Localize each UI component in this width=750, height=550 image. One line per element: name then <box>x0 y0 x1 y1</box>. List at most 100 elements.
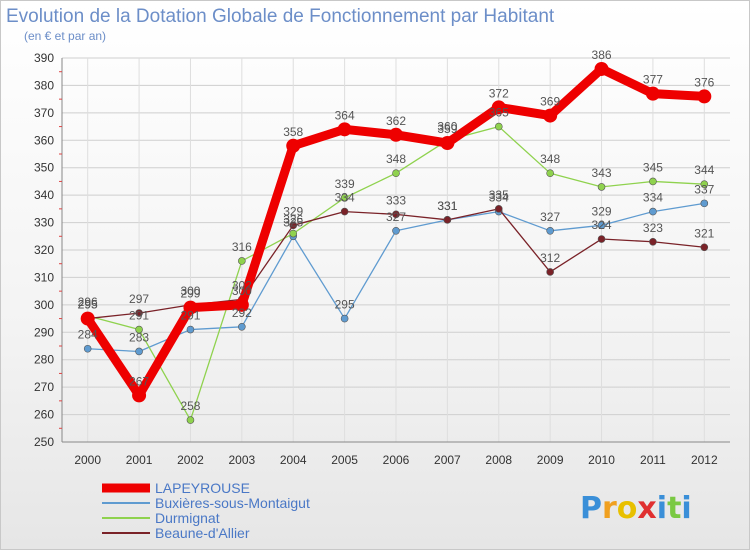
data-point <box>186 325 195 334</box>
legend-label: Buxières-sous-Montaigut <box>155 495 310 511</box>
data-point <box>440 136 455 151</box>
series-2 <box>83 122 709 424</box>
y-tick-label: 270 <box>34 380 54 394</box>
series-0 <box>80 61 712 403</box>
data-label: 377 <box>643 73 663 87</box>
logo-letter: r <box>602 491 617 526</box>
data-point <box>491 100 506 115</box>
data-label: 267 <box>129 374 149 388</box>
x-tick-label: 2010 <box>588 453 615 467</box>
y-tick-label: 380 <box>34 78 54 92</box>
data-label: 334 <box>335 191 355 205</box>
data-label: 369 <box>540 95 560 109</box>
data-label: 333 <box>386 193 406 207</box>
legend-label: LAPEYROUSE <box>155 480 250 496</box>
data-label: 334 <box>643 191 663 205</box>
data-label: 335 <box>489 188 509 202</box>
data-point <box>543 108 558 123</box>
x-tick-label: 2004 <box>280 453 307 467</box>
x-tick-label: 2001 <box>126 453 153 467</box>
data-label: 360 <box>437 119 457 133</box>
data-label: 358 <box>283 125 303 139</box>
data-point <box>392 169 400 177</box>
data-point <box>135 309 143 317</box>
data-point <box>289 229 298 238</box>
data-point <box>700 180 709 188</box>
data-label: 258 <box>180 399 200 413</box>
data-label: 359 <box>437 122 457 136</box>
y-tick-label: 250 <box>34 435 54 449</box>
x-tick-label: 2006 <box>383 453 410 467</box>
data-label: 326 <box>283 213 303 227</box>
y-tick-label: 280 <box>34 353 54 367</box>
data-point <box>494 122 503 131</box>
y-tick-label: 290 <box>34 325 54 339</box>
data-point <box>649 237 657 246</box>
y-tick-label: 260 <box>34 408 54 422</box>
data-label: 331 <box>437 199 457 213</box>
x-tick-label: 2007 <box>434 453 461 467</box>
data-label: 295 <box>335 298 355 312</box>
data-point <box>494 205 503 213</box>
data-point <box>649 177 657 186</box>
data-point <box>340 314 349 323</box>
data-label: 376 <box>694 75 714 89</box>
logo-text: Proxiti <box>580 491 692 526</box>
data-point <box>337 122 352 137</box>
data-point <box>289 221 298 230</box>
y-tick-label: 360 <box>34 133 54 147</box>
data-point <box>443 216 452 224</box>
data-point <box>238 322 246 331</box>
data-label: 284 <box>78 328 98 342</box>
data-label: 345 <box>643 160 663 174</box>
data-point <box>392 210 400 219</box>
data-label: 295 <box>78 298 98 312</box>
data-label: 362 <box>386 114 406 128</box>
data-label: 329 <box>283 204 303 218</box>
x-tick-label: 2000 <box>74 453 101 467</box>
data-point <box>186 416 195 424</box>
axes: 250 260 270 280 290 300 310 320 330 340 350 360 370 3… <box>34 51 730 467</box>
data-point <box>546 268 554 276</box>
x-tick-label: 2009 <box>537 453 564 467</box>
data-point <box>389 127 403 142</box>
data-label: 299 <box>180 287 200 301</box>
data-point <box>135 325 143 334</box>
data-label: 339 <box>335 177 355 191</box>
data-label: 348 <box>540 152 560 166</box>
data-point <box>597 221 606 230</box>
data-label: 324 <box>592 218 612 232</box>
data-label: 331 <box>437 199 457 213</box>
logo-letter: t <box>667 491 681 526</box>
logo-letter: i <box>657 491 667 526</box>
data-label: 296 <box>78 295 98 309</box>
data-label: 292 <box>232 306 252 320</box>
data-point <box>238 257 246 265</box>
logo-letter: P <box>580 491 602 526</box>
data-label: 291 <box>180 309 200 323</box>
y-tick-label: 330 <box>34 216 54 230</box>
data-point <box>80 311 95 326</box>
data-point <box>546 227 554 235</box>
data-label: 334 <box>489 191 509 205</box>
chart-subtitle: (en € et par an) <box>24 29 106 43</box>
data-label: 386 <box>592 48 612 62</box>
legend-label: Beaune-d'Allier <box>155 525 250 541</box>
data-label: 300 <box>232 284 252 298</box>
data-label: 327 <box>540 210 560 224</box>
data-label: 297 <box>129 292 149 306</box>
data-point <box>546 169 554 177</box>
y-tick-label: 370 <box>34 106 54 120</box>
data-point <box>392 227 400 235</box>
data-point <box>83 344 92 353</box>
x-tick-label: 2012 <box>691 453 718 467</box>
data-point <box>594 61 609 76</box>
x-tick-label: 2003 <box>228 453 255 467</box>
x-tick-label: 2002 <box>177 453 204 467</box>
x-tick-label: 2011 <box>640 453 666 467</box>
data-label: 321 <box>694 226 714 240</box>
data-label: 302 <box>232 278 252 292</box>
